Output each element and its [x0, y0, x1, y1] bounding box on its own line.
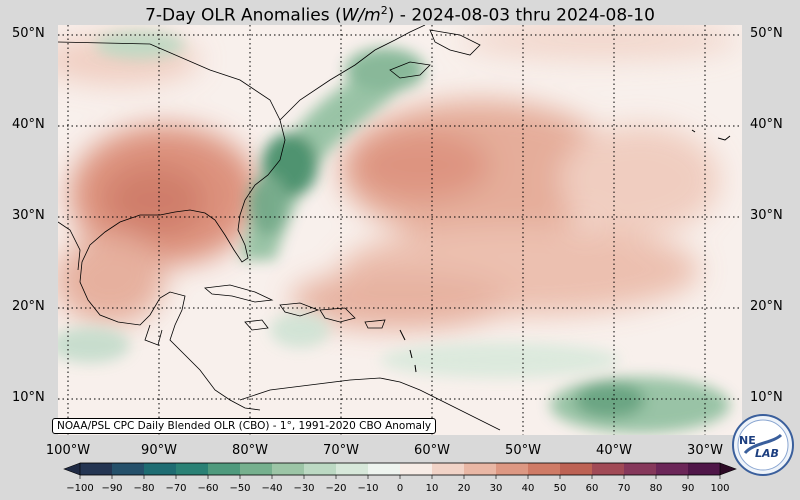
colorbar-tick-label: 80 — [649, 483, 663, 494]
colorbar-tick-label: −50 — [229, 483, 251, 494]
svg-text:LAB: LAB — [755, 447, 779, 460]
colorbar-tick-label: −80 — [133, 483, 155, 494]
lat-label-right: 30°N — [750, 208, 783, 223]
lat-label-right: 40°N — [750, 117, 783, 132]
lon-label: 90°W — [141, 443, 177, 458]
colorbar-tick-label: 50 — [553, 483, 567, 494]
colorbar-tick-label: −60 — [197, 483, 219, 494]
lat-label-left: 50°N — [12, 26, 45, 41]
graticule — [58, 25, 742, 435]
colorbar-tick-label: −30 — [293, 483, 315, 494]
lat-label-left: 30°N — [12, 208, 45, 223]
lat-label-right: 10°N — [750, 390, 783, 405]
data-source-credit: NOAA/PSL CPC Daily Blended OLR (CBO) - 1… — [52, 418, 437, 434]
lat-label-left: 10°N — [12, 390, 45, 405]
colorbar-tick-label: 100 — [710, 483, 730, 494]
svg-text:NE: NE — [739, 434, 756, 447]
lon-label: 30°W — [687, 443, 723, 458]
nexlab-logo: NE LAB — [731, 413, 795, 477]
colorbar-tick-label: −40 — [261, 483, 283, 494]
colorbar-tick-label: 60 — [585, 483, 599, 494]
colorbar-tick-label: 90 — [681, 483, 695, 494]
lon-label: 70°W — [323, 443, 359, 458]
colorbar-tick-label: 10 — [425, 483, 439, 494]
colorbar-tick-label: 70 — [617, 483, 631, 494]
colorbar-tick-label: −70 — [165, 483, 187, 494]
colorbar-tick-label: 0 — [396, 483, 404, 494]
colorbar-tick-label: 30 — [489, 483, 503, 494]
lon-label: 60°W — [414, 443, 450, 458]
colorbar-tick-label: −10 — [357, 483, 379, 494]
lon-label: 100°W — [45, 443, 91, 458]
colorbar-tick-label: −100 — [66, 483, 94, 494]
lon-label: 80°W — [232, 443, 268, 458]
colorbar-tick-label: −20 — [325, 483, 347, 494]
colorbar-tick-label: 20 — [457, 483, 471, 494]
colorbar-tick-label: 40 — [521, 483, 535, 494]
anomaly-field — [58, 25, 742, 435]
lat-label-right: 20°N — [750, 299, 783, 314]
lat-label-left: 40°N — [12, 117, 45, 132]
colorbar-tick-label: −90 — [101, 483, 123, 494]
lon-label: 40°W — [596, 443, 632, 458]
lon-label: 50°W — [505, 443, 541, 458]
figure-title: 7-Day OLR Anomalies (W/m2) - 2024-08-03 … — [145, 4, 655, 26]
lat-label-left: 20°N — [12, 299, 45, 314]
lat-label-right: 50°N — [750, 26, 783, 41]
